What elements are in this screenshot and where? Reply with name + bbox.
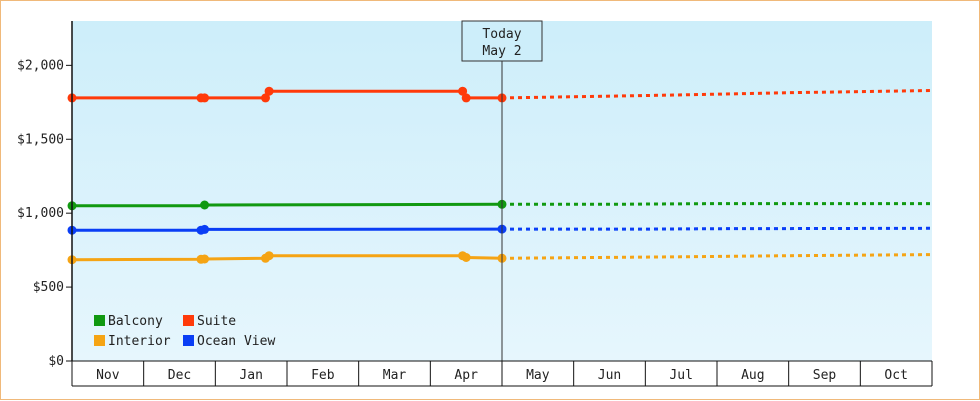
x-tick-label: Oct <box>884 368 907 383</box>
x-tick-label: Nov <box>96 368 120 383</box>
legend-swatch-suite <box>183 315 194 326</box>
forecast-line-interior <box>501 253 933 260</box>
y-tick-label: $500 <box>33 280 64 295</box>
today-label: Today <box>482 27 521 42</box>
x-tick-label: Jul <box>669 368 692 383</box>
forecast-line-suite <box>501 89 933 100</box>
legend-label-suite: Suite <box>197 314 236 329</box>
data-point-balcony <box>200 200 210 210</box>
x-tick-label: Feb <box>311 368 335 383</box>
legend-swatch-interior <box>94 335 105 346</box>
x-tick-label: Apr <box>454 368 478 383</box>
y-tick-label: $1,500 <box>17 132 64 147</box>
data-point-interior <box>461 253 471 262</box>
legend: Balcony Suite Interior Ocean View <box>94 314 275 349</box>
y-tick-label: $2,000 <box>17 58 64 73</box>
data-point-suite <box>261 93 270 103</box>
legend-label-ocean-view: Ocean View <box>197 334 275 349</box>
x-tick-label: Mar <box>383 368 407 383</box>
data-point-interior <box>264 251 274 261</box>
legend-swatch-ocean-view <box>183 335 194 346</box>
x-tick-label: Sep <box>813 368 837 383</box>
today-box <box>461 20 543 62</box>
x-tick-label: Aug <box>741 368 764 383</box>
data-point-suite <box>200 93 210 103</box>
data-point-suite <box>458 86 468 96</box>
y-tick-label: $1,000 <box>17 206 64 221</box>
data-point-suite <box>461 93 471 103</box>
series-line-balcony <box>72 202 503 208</box>
today-marker: Today May 2 <box>461 20 543 361</box>
data-point-suite <box>264 86 274 96</box>
series-line-ocean-view <box>72 227 503 232</box>
legend-swatch-balcony <box>94 315 105 326</box>
forecast-line-ocean-view <box>502 226 933 231</box>
forecast-line-balcony <box>502 202 932 206</box>
x-tick-label: Dec <box>168 368 191 383</box>
x-tick-label: Jun <box>598 368 621 383</box>
data-point-interior <box>200 254 210 264</box>
axes: $0 $500 $1,000 $1,500 $2,000 Nov Dec Jan Feb Mar A… <box>17 21 933 387</box>
legend-label-interior: Interior <box>108 334 171 349</box>
legend-label-balcony: Balcony <box>108 314 163 329</box>
y-tick-label: $0 <box>48 354 64 369</box>
data-point-ocean-view <box>200 224 210 234</box>
x-tick-label: May <box>526 368 550 383</box>
x-tick-label: Jan <box>239 368 262 383</box>
today-date-label: May 2 <box>482 44 521 59</box>
